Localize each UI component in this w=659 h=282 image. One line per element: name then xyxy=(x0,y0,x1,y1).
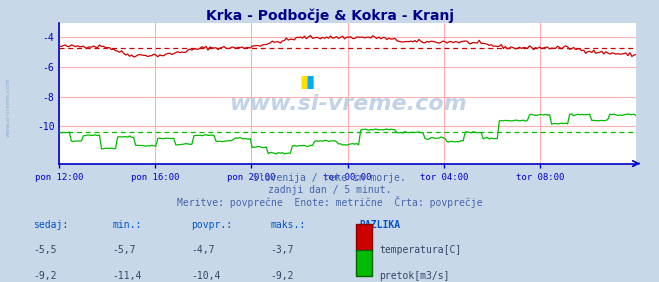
Text: zadnji dan / 5 minut.: zadnji dan / 5 minut. xyxy=(268,185,391,195)
Text: -5,5: -5,5 xyxy=(33,245,57,255)
Text: -11,4: -11,4 xyxy=(112,271,142,281)
Text: -3,7: -3,7 xyxy=(270,245,294,255)
Text: min.:: min.: xyxy=(112,220,142,230)
Text: www.si-vreme.com: www.si-vreme.com xyxy=(229,94,467,114)
Text: ▮: ▮ xyxy=(306,73,315,91)
Text: -5,7: -5,7 xyxy=(112,245,136,255)
Text: www.si-vreme.com: www.si-vreme.com xyxy=(5,78,11,137)
Text: -9,2: -9,2 xyxy=(270,271,294,281)
Text: temperatura[C]: temperatura[C] xyxy=(379,245,461,255)
Text: -4,7: -4,7 xyxy=(191,245,215,255)
Text: -9,2: -9,2 xyxy=(33,271,57,281)
Text: maks.:: maks.: xyxy=(270,220,305,230)
Text: RAZLIKA: RAZLIKA xyxy=(359,220,400,230)
Text: Meritve: povprečne  Enote: metrične  Črta: povprečje: Meritve: povprečne Enote: metrične Črta:… xyxy=(177,196,482,208)
Text: sedaj:: sedaj: xyxy=(33,220,68,230)
Text: pretok[m3/s]: pretok[m3/s] xyxy=(379,271,449,281)
Text: Slovenija / reke in morje.: Slovenija / reke in morje. xyxy=(253,173,406,183)
Text: ▮: ▮ xyxy=(300,73,309,91)
Text: -10,4: -10,4 xyxy=(191,271,221,281)
Text: Krka - Podbočje & Kokra - Kranj: Krka - Podbočje & Kokra - Kranj xyxy=(206,8,453,23)
Text: povpr.:: povpr.: xyxy=(191,220,232,230)
